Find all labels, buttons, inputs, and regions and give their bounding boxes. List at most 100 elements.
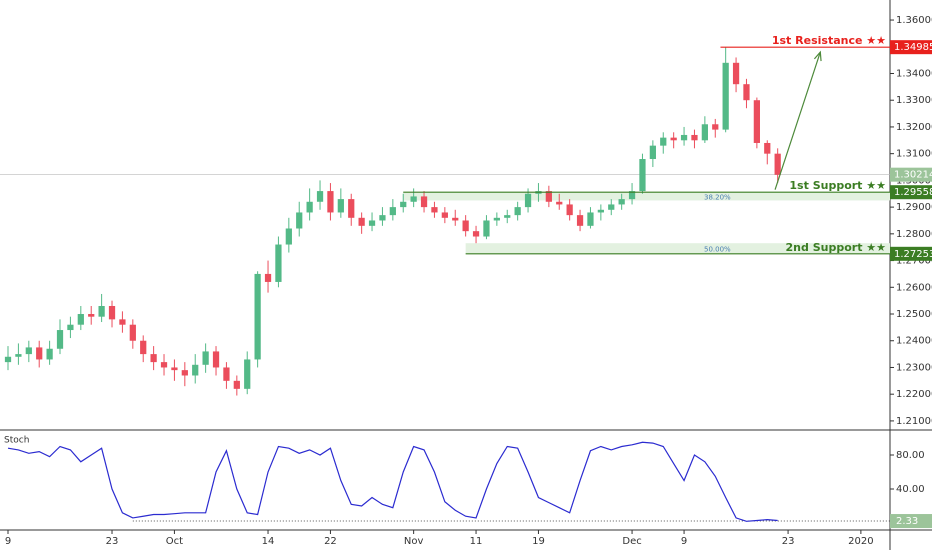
x-tick-label: Nov <box>404 536 424 547</box>
indicator-tick-label: 80.00 <box>896 450 925 461</box>
x-tick-label: 14 <box>262 536 275 547</box>
y-tick-label: 1.28000 <box>896 229 932 240</box>
y-tick-label: 1.21000 <box>896 416 932 427</box>
candle-body <box>483 220 490 237</box>
candle-body <box>691 134 698 141</box>
indicator-title: Stoch <box>4 436 29 446</box>
candle-body <box>420 196 428 208</box>
candle-body <box>4 356 12 363</box>
candle-body <box>15 354 22 357</box>
candle-body <box>36 347 43 360</box>
level-price-box <box>890 40 932 55</box>
y-tick-label: 1.32000 <box>896 122 932 133</box>
candle-body <box>348 199 355 218</box>
candle-body <box>150 354 157 363</box>
y-tick-label: 1.31000 <box>896 149 932 160</box>
x-tick-label: 11 <box>470 536 483 547</box>
y-tick-label: 1.29000 <box>896 202 932 213</box>
candle-body <box>296 212 303 229</box>
y-tick-label: 1.33000 <box>896 95 932 106</box>
candle-body <box>285 228 292 245</box>
fib-label: 38.20% <box>704 193 731 201</box>
arrow-line <box>774 51 821 190</box>
candle-body <box>743 84 750 101</box>
candle-body <box>628 191 636 200</box>
x-tick-label: 2020 <box>848 536 873 547</box>
candle-body <box>400 201 407 208</box>
candle-body <box>545 191 552 202</box>
candle-body <box>181 370 188 376</box>
candle-body <box>774 153 781 175</box>
x-tick-label: 19 <box>532 536 545 547</box>
stoch-line <box>7 441 778 522</box>
y-tick-label: 1.23000 <box>896 362 932 373</box>
fib-zone <box>403 192 890 201</box>
candle-body <box>306 201 313 213</box>
candle-body <box>379 215 386 221</box>
candle-body <box>119 319 126 325</box>
level-label: 1st Support ★★ <box>789 179 886 192</box>
candle-body <box>389 207 396 216</box>
candle-body <box>504 215 511 218</box>
y-tick-label: 1.25000 <box>896 309 932 320</box>
candle-body <box>233 380 240 389</box>
candle-body <box>587 212 594 226</box>
x-tick-label: Oct <box>166 536 183 547</box>
candle-body <box>732 62 740 85</box>
candle-body <box>712 124 719 130</box>
candle-body <box>649 145 656 160</box>
candle-body <box>368 220 376 226</box>
candle-body <box>514 207 521 216</box>
candle-body <box>223 367 230 381</box>
candle-body <box>670 137 677 141</box>
candle-body <box>171 367 178 371</box>
x-tick-label: 23 <box>782 536 795 547</box>
fib-label: 50.00% <box>704 245 731 253</box>
candle-body <box>618 199 625 205</box>
x-tick-label: Dec <box>622 536 641 547</box>
candle-body <box>358 217 365 226</box>
candle-body <box>556 201 563 205</box>
indicator-level-label: 2.33 <box>896 516 918 527</box>
candle-body <box>275 244 282 282</box>
candle-body <box>254 273 261 360</box>
candle-body <box>337 199 344 213</box>
candle-body <box>524 193 532 208</box>
x-tick-label: 22 <box>324 536 337 547</box>
candle-body <box>316 191 324 202</box>
candle-body <box>566 204 573 216</box>
candle-body <box>764 142 771 154</box>
candle-body <box>462 220 469 232</box>
candle-body <box>608 204 615 210</box>
candle-body <box>493 217 500 221</box>
candle-body <box>722 62 729 130</box>
candle-body <box>410 196 417 202</box>
candle-body <box>431 207 438 213</box>
level-price-label: 1.29558 <box>894 187 932 198</box>
level-label: 1st Resistance ★★ <box>772 34 886 47</box>
level-price-label: 1.27253 <box>894 249 932 260</box>
candle-body <box>67 324 74 331</box>
candle-body <box>753 100 760 143</box>
level-price-label: 1.34985 <box>894 42 932 53</box>
fib-zone <box>465 243 890 254</box>
candle-body <box>701 124 708 141</box>
candle-body <box>264 273 272 282</box>
y-tick-label: 1.36000 <box>896 15 932 26</box>
candle-body <box>472 231 480 237</box>
candle-body <box>244 359 251 389</box>
current-price-label: 1.30214 <box>894 170 932 181</box>
candle-body <box>88 314 95 317</box>
candle-body <box>680 134 688 141</box>
level-label: 2nd Support ★★ <box>786 241 887 254</box>
candle-body <box>25 347 32 355</box>
x-tick-label: 9 <box>5 536 11 547</box>
candle-body <box>660 137 667 146</box>
y-tick-label: 1.24000 <box>896 336 932 347</box>
y-tick-label: 1.27000 <box>896 256 932 267</box>
candle-body <box>597 209 604 213</box>
y-tick-label: 1.26000 <box>896 282 932 293</box>
candle-body <box>56 330 64 349</box>
